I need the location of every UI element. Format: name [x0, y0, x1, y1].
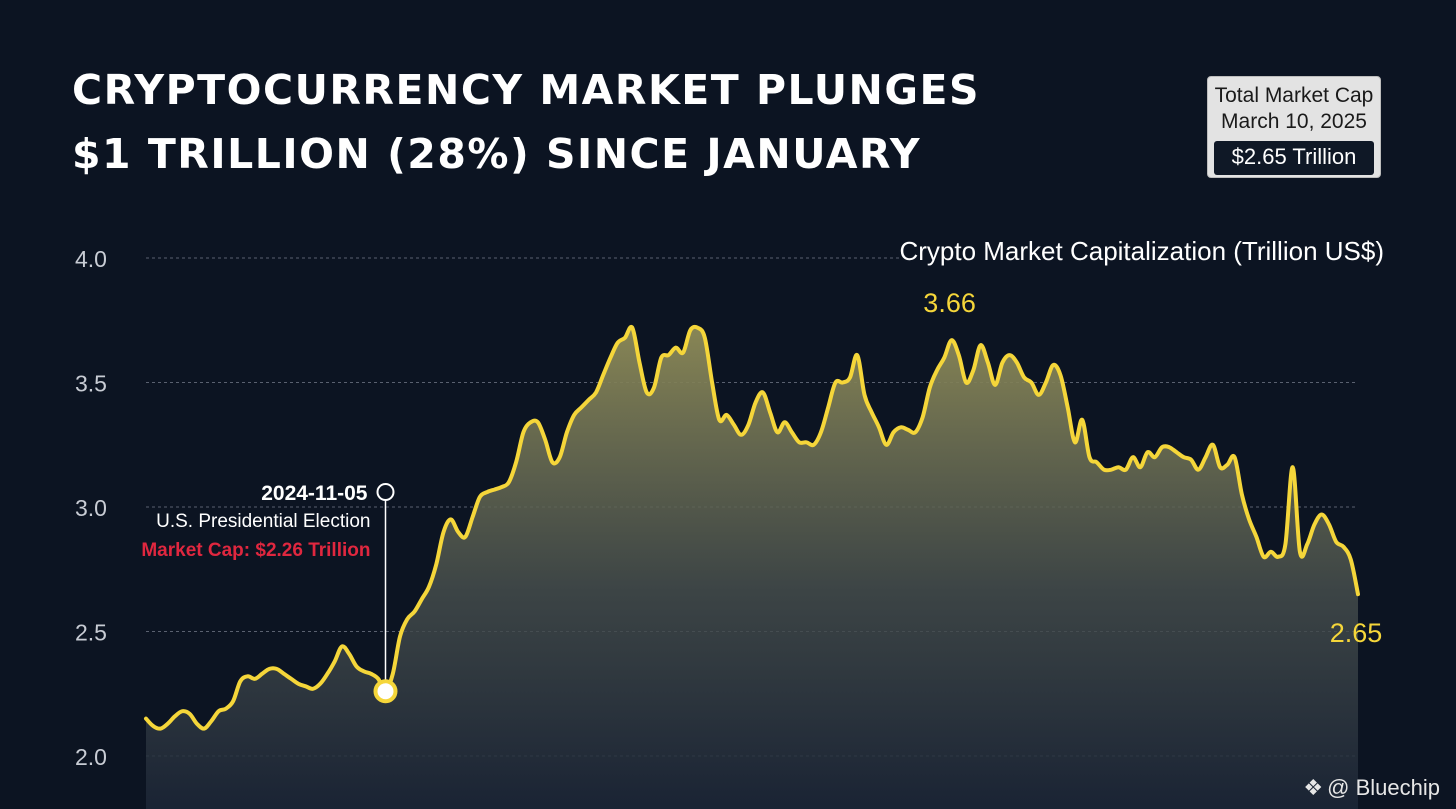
end-value-label: 2.65: [1330, 618, 1383, 648]
headline-line-1: CRYPTOCURRENCY MARKET PLUNGES: [72, 66, 981, 114]
source-credit: ❖ @ Bluechip: [1303, 775, 1440, 801]
event-date-label: 2024-11-05: [261, 482, 368, 505]
stat-value: $2.65 Trillion: [1214, 141, 1374, 175]
event-name-label: U.S. Presidential Election: [156, 511, 370, 532]
stat-label: Total Market Cap: [1214, 84, 1374, 107]
y-tick-label: 3.5: [75, 371, 107, 397]
y-axis-ticks: 4.0 3.5 3.0 2.5 2.0: [75, 246, 107, 770]
y-tick-label: 2.5: [75, 620, 107, 646]
event-point: [373, 679, 398, 704]
market-cap-stat-box: Total Market Cap March 10, 2025 $2.65 Tr…: [1207, 76, 1381, 178]
credit-text: @ Bluechip: [1327, 775, 1440, 800]
event-marker-top: [376, 483, 395, 501]
event-detail-label: Market Cap: $2.26 Trillion: [141, 540, 370, 561]
stat-date: March 10, 2025: [1221, 110, 1367, 133]
y-tick-label: 3.0: [75, 495, 107, 521]
chart-title: Crypto Market Capitalization (Trillion U…: [899, 236, 1384, 266]
area-fill: [146, 326, 1358, 809]
peak-value-label: 3.66: [923, 288, 976, 318]
y-tick-label: 4.0: [75, 246, 107, 272]
headline-line-2: $1 TRILLION (28%) SINCE JANUARY: [72, 130, 922, 178]
series-line: [144, 324, 1360, 731]
y-tick-label: 2.0: [75, 744, 107, 770]
diamond-logo-icon: ❖: [1303, 775, 1324, 800]
